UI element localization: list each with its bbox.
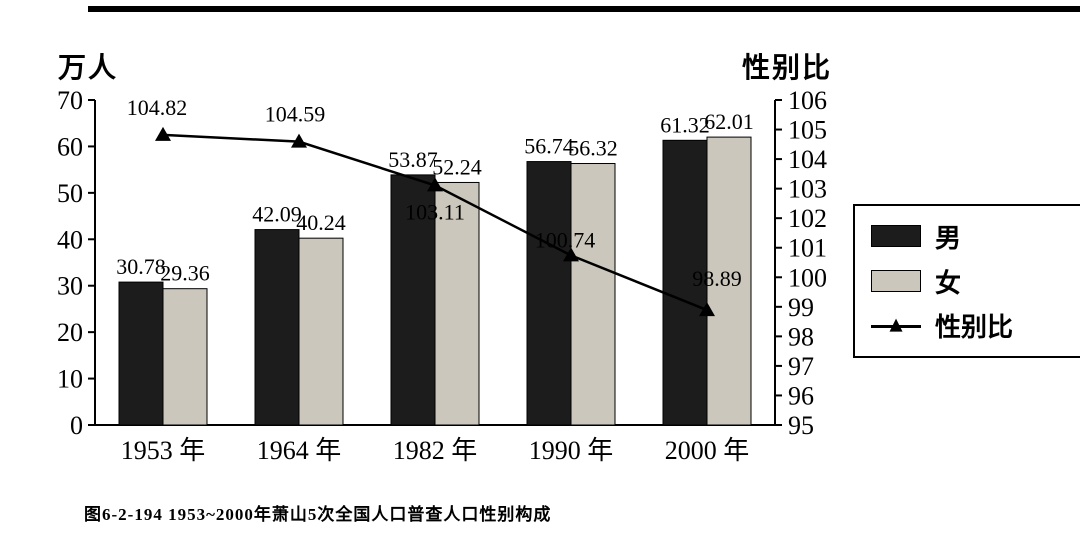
legend-label-female: 女 <box>935 268 962 298</box>
triangle-marker <box>699 302 715 317</box>
right-tick-label: 104 <box>788 145 827 174</box>
bar-value-label-male: 61.32 <box>660 112 710 137</box>
chart-plot-area: 0102030405060709596979899100101102103104… <box>57 86 827 465</box>
right-tick-label: 101 <box>788 234 827 263</box>
left-tick-label: 70 <box>57 86 83 115</box>
bar-male <box>118 281 164 426</box>
triangle-marker <box>427 177 443 192</box>
ratio-value-label: 100.74 <box>535 227 596 252</box>
right-tick-label: 102 <box>788 204 827 233</box>
ratio-line-swatch: ▲ <box>871 315 921 337</box>
right-axis-title: 性别比 <box>742 53 833 84</box>
left-tick-label: 0 <box>70 411 83 440</box>
legend-label-male: 男 <box>935 223 962 253</box>
left-tick-label: 10 <box>57 365 83 394</box>
bar-value-label-male: 30.78 <box>116 254 166 279</box>
male-bar-swatch <box>871 225 921 248</box>
right-tick-label: 106 <box>788 86 827 115</box>
legend-item-male: 男 <box>871 218 1080 255</box>
x-tick-label: 1964 年 <box>257 436 342 465</box>
bar-female <box>570 163 616 426</box>
bar-value-label-female: 52.24 <box>432 154 482 179</box>
bar-male <box>254 229 300 426</box>
x-tick-label: 1982 年 <box>393 436 478 465</box>
bar-value-label-male: 42.09 <box>252 202 302 227</box>
triangle-marker <box>291 133 307 148</box>
bar-female <box>434 181 480 426</box>
bar-male <box>526 161 572 426</box>
female-bar-swatch <box>871 270 921 292</box>
bar-value-label-male: 56.74 <box>524 134 574 159</box>
legend-label-ratio: 性别比 <box>935 313 1014 343</box>
right-tick-label: 100 <box>788 263 827 292</box>
figure-caption: 图6-2-194 1953~2000年萧山5次全国人口普查人口性别构成 <box>84 505 552 524</box>
ratio-value-label: 103.11 <box>405 199 465 224</box>
legend-item-ratio: ▲ 性别比 <box>871 307 1080 344</box>
bar-female <box>298 237 344 426</box>
legend: 男 女 ▲ 性别比 <box>853 204 1080 358</box>
left-axis-title: 万人 <box>58 53 119 84</box>
top-rule <box>88 6 1080 12</box>
x-tick-label: 1990 年 <box>529 436 614 465</box>
bar-value-label-female: 29.36 <box>160 261 210 286</box>
ratio-value-label: 104.59 <box>265 102 326 127</box>
ratio-value-label: 98.89 <box>692 266 742 291</box>
legend-item-female: 女 <box>871 263 1080 300</box>
right-tick-label: 95 <box>788 411 814 440</box>
right-tick-label: 97 <box>788 352 814 381</box>
triangle-marker <box>563 247 579 262</box>
right-tick-label: 99 <box>788 293 814 322</box>
left-tick-label: 60 <box>57 132 83 161</box>
right-tick-label: 96 <box>788 381 814 410</box>
left-tick-label: 50 <box>57 179 83 208</box>
ratio-value-label: 104.82 <box>127 95 188 120</box>
bar-value-label-female: 40.24 <box>296 210 346 235</box>
bar-value-label-male: 53.87 <box>388 147 438 172</box>
bar-value-label-female: 56.32 <box>568 136 618 161</box>
bar-value-label-female: 62.01 <box>704 109 754 134</box>
left-tick-label: 30 <box>57 272 83 301</box>
left-tick-label: 20 <box>57 318 83 347</box>
x-tick-label: 1953 年 <box>121 436 206 465</box>
bar-male <box>662 139 708 426</box>
x-tick-label: 2000 年 <box>665 436 750 465</box>
bar-female <box>706 136 752 426</box>
right-tick-label: 105 <box>788 116 827 145</box>
right-tick-label: 98 <box>788 322 814 351</box>
bar-female <box>162 288 208 426</box>
left-tick-label: 40 <box>57 225 83 254</box>
triangle-marker-icon: ▲ <box>889 314 903 335</box>
right-tick-label: 103 <box>788 175 827 204</box>
triangle-marker <box>155 126 171 141</box>
